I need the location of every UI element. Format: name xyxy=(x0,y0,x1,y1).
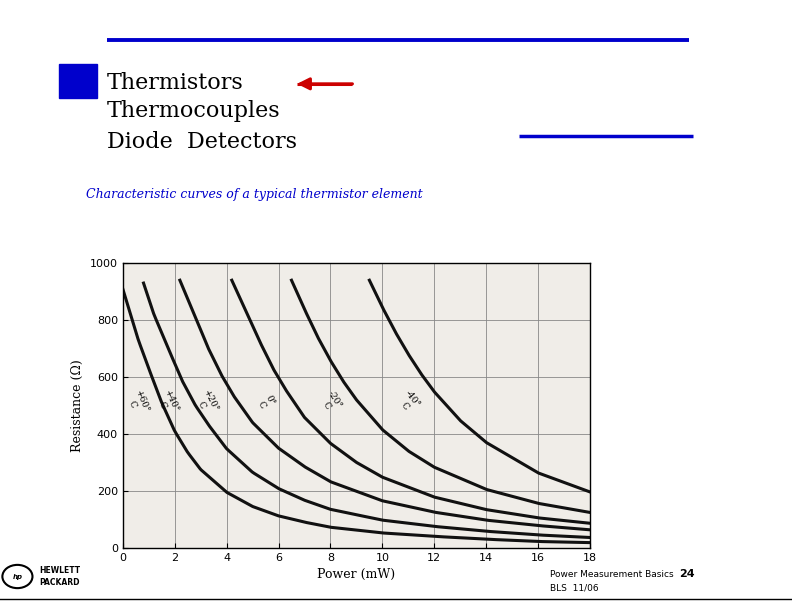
Text: Thermocouples: Thermocouples xyxy=(107,100,280,122)
Text: Diode  Detectors: Diode Detectors xyxy=(107,131,297,153)
Text: Thermistors: Thermistors xyxy=(107,72,244,94)
Text: HEWLETT: HEWLETT xyxy=(40,566,81,575)
Text: 0°
C: 0° C xyxy=(254,394,276,412)
Text: -20°
C: -20° C xyxy=(318,389,344,416)
Bar xyxy=(59,64,97,98)
Text: +40°
C: +40° C xyxy=(153,388,181,417)
Y-axis label: Resistance (Ω): Resistance (Ω) xyxy=(71,359,84,452)
Text: hp: hp xyxy=(13,573,22,580)
Text: Power Measurement Basics: Power Measurement Basics xyxy=(550,570,674,578)
X-axis label: Power (mW): Power (mW) xyxy=(318,568,395,581)
Text: PACKARD: PACKARD xyxy=(40,578,80,587)
Text: 24: 24 xyxy=(679,569,695,579)
Text: -40°
C: -40° C xyxy=(395,389,422,416)
Text: +20°
C: +20° C xyxy=(192,388,219,417)
Text: BLS  11/06: BLS 11/06 xyxy=(550,583,599,592)
Text: Characteristic curves of a typical thermistor element: Characteristic curves of a typical therm… xyxy=(86,187,422,201)
Text: +60°
C: +60° C xyxy=(124,388,150,417)
